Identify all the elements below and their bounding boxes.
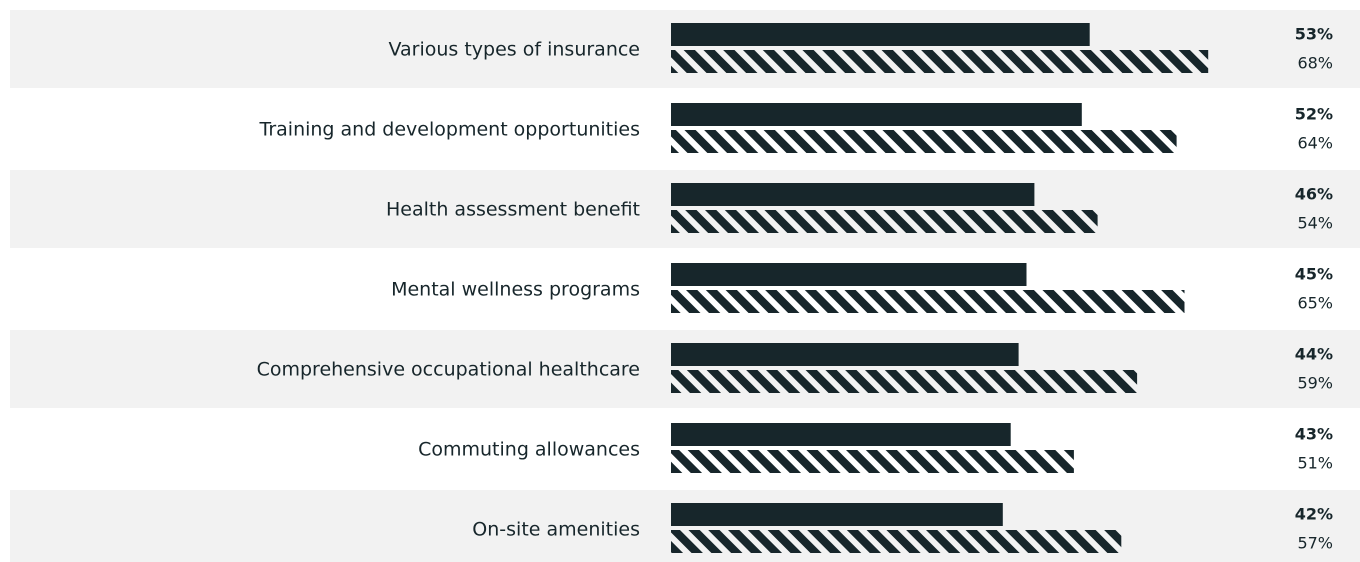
value-label: 44% [1295, 345, 1333, 364]
bar [671, 50, 1209, 73]
bar [671, 103, 1082, 126]
bar [671, 343, 1019, 366]
value-label: 64% [1297, 134, 1333, 153]
row-background [10, 170, 1360, 248]
value-label: 53% [1295, 25, 1333, 44]
bar [671, 130, 1177, 153]
value-label: 51% [1297, 454, 1333, 473]
category-label: Comprehensive occupational healthcare [257, 359, 640, 381]
bar [671, 290, 1185, 313]
value-label: 46% [1295, 185, 1333, 204]
category-label: Commuting allowances [418, 439, 640, 461]
value-label: 68% [1297, 54, 1333, 73]
category-label: Health assessment benefit [386, 199, 640, 221]
bar [671, 530, 1122, 553]
value-label: 59% [1297, 374, 1333, 393]
row-background [10, 10, 1360, 88]
category-label: Various types of insurance [389, 39, 641, 61]
bar [671, 23, 1090, 46]
value-label: 54% [1297, 214, 1333, 233]
bar [671, 210, 1098, 233]
category-label: Training and development opportunities [259, 119, 640, 141]
bar [671, 370, 1138, 393]
row-background [10, 330, 1360, 408]
value-label: 45% [1295, 265, 1333, 284]
value-label: 65% [1297, 294, 1333, 313]
value-label: 57% [1297, 534, 1333, 553]
bar [671, 503, 1003, 526]
bar [671, 183, 1035, 206]
bar [671, 423, 1011, 446]
bar [671, 263, 1027, 286]
value-label: 42% [1295, 505, 1333, 524]
bar [671, 450, 1074, 473]
value-label: 43% [1295, 425, 1333, 444]
category-label: On-site amenities [472, 519, 640, 541]
value-label: 52% [1295, 105, 1333, 124]
category-label: Mental wellness programs [391, 279, 640, 301]
